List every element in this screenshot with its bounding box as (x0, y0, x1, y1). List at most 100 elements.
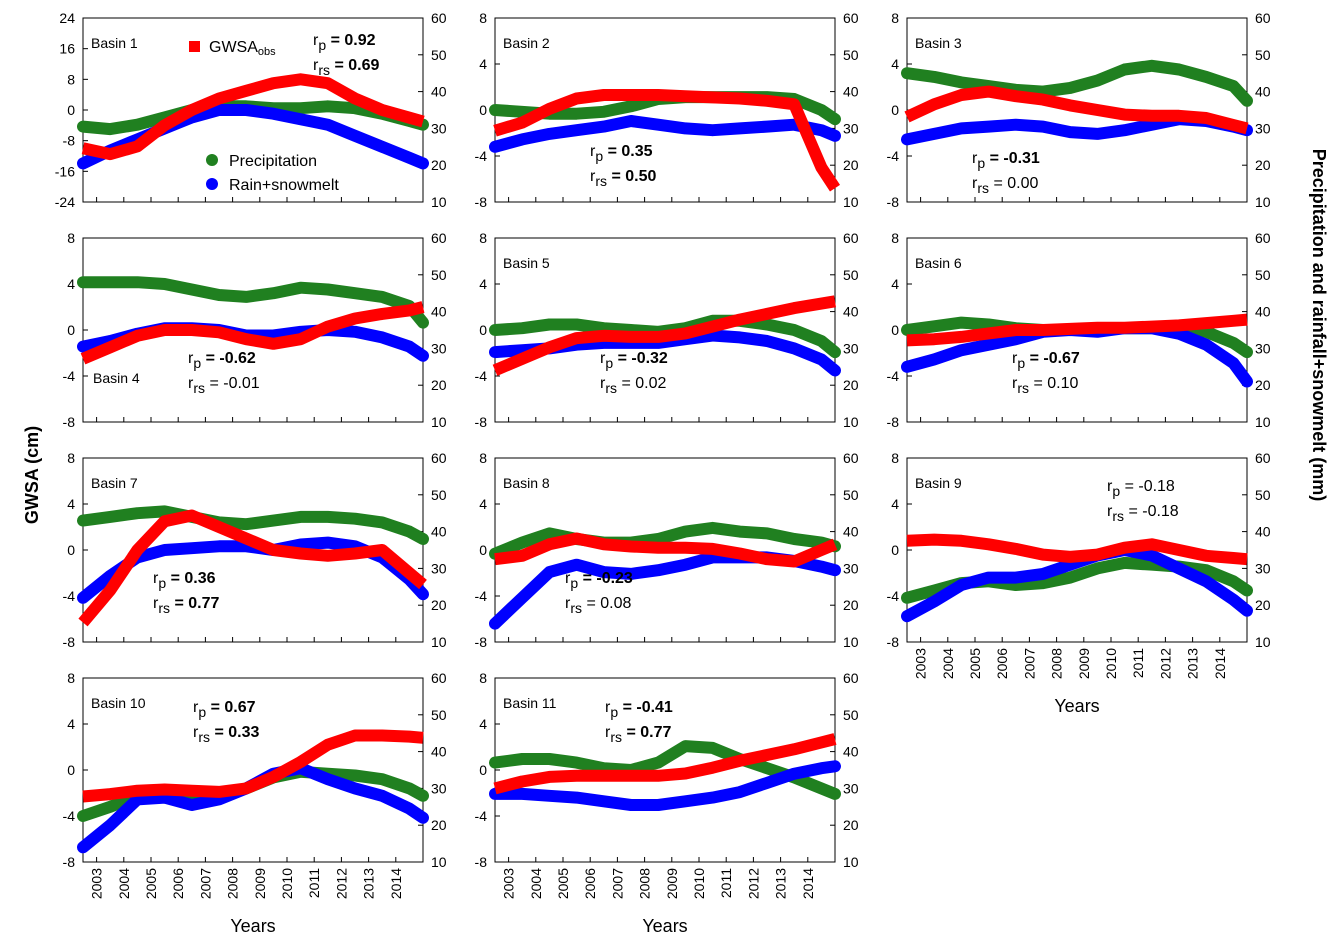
y-left-tick-label: 4 (67, 496, 75, 512)
y-left-tick-label: 0 (891, 102, 899, 118)
y-right-tick-label: 20 (843, 817, 859, 833)
series-line-precip (901, 59, 1253, 107)
y-right-tick-label: 10 (843, 194, 859, 210)
y-right-tick-label: 40 (431, 84, 447, 100)
y-left-tick-label: -8 (887, 194, 900, 210)
x-tick-label: 2013 (361, 868, 377, 899)
y-right-tick-label: 20 (431, 597, 447, 613)
x-tick-label: 2004 (116, 868, 132, 899)
x-tick-label: 2011 (718, 868, 734, 898)
y-left-tick-label: -24 (55, 194, 75, 210)
y-left-tick-label: 4 (479, 276, 487, 292)
basin-name: Basin 5 (503, 255, 550, 271)
basin-name: Basin 10 (91, 695, 146, 711)
y-left-tick-label: -8 (63, 854, 76, 870)
basin-name: Basin 7 (91, 475, 138, 491)
y-right-tick-label: 10 (431, 634, 447, 650)
y-left-tick-label: 4 (67, 276, 75, 292)
y-left-tick-label: 8 (479, 230, 487, 246)
series-line-rain (489, 551, 841, 630)
y-left-tick-label: -8 (63, 133, 76, 149)
y-left-tick-label: 4 (891, 56, 899, 72)
x-tick-label: 2005 (143, 868, 159, 899)
y-right-tick-label: 20 (431, 377, 447, 393)
y-left-tick-label: -8 (887, 634, 900, 650)
x-tick-label: 2012 (745, 868, 761, 899)
x-tick-label: 2006 (994, 648, 1010, 679)
x-tick-label: 2009 (252, 868, 268, 899)
y-right-tick-label: 10 (431, 854, 447, 870)
y-left-tick-label: 4 (479, 716, 487, 732)
y-left-tick-label: 0 (67, 322, 75, 338)
series-line-gwsa (906, 533, 1248, 566)
basin-name: Basin 6 (915, 255, 962, 271)
y-right-tick-label: 40 (843, 304, 859, 320)
y-right-tick-label: 10 (1255, 414, 1271, 430)
x-tick-label: 2011 (306, 868, 322, 898)
y-right-tick-label: 60 (1255, 10, 1271, 26)
legend-marker-precip (206, 154, 218, 166)
legend-marker-rain (206, 178, 218, 190)
y-right-tick-label: 60 (843, 10, 859, 26)
y-left-tick-label: 0 (67, 102, 75, 118)
series-line-gwsa (493, 89, 841, 192)
y-left-tick-label: -4 (887, 588, 900, 604)
y-right-tick-label: 50 (1255, 47, 1271, 63)
y-right-tick-label: 60 (843, 230, 859, 246)
y-left-tick-label: 8 (891, 450, 899, 466)
x-tick-label: 2011 (1130, 648, 1146, 678)
y-left-tick-label: -4 (63, 808, 76, 824)
x-tick-label: 2014 (800, 868, 816, 899)
y-right-tick-label: 20 (431, 157, 447, 173)
y-right-tick-label: 20 (431, 817, 447, 833)
basin-name: Basin 3 (915, 35, 962, 51)
y-right-tick-label: 60 (1255, 450, 1271, 466)
stat-rrs: rrs = 0.08 (565, 595, 631, 616)
y-right-tick-label: 10 (843, 634, 859, 650)
y-left-tick-label: 16 (59, 41, 75, 57)
x-tick-label: 2012 (1157, 648, 1173, 679)
y-left-tick-label: -8 (63, 634, 76, 650)
stat-rp: rp = 0.92 (313, 32, 376, 53)
series-line-precip (77, 505, 429, 545)
stat-rrs: rrs = 0.69 (313, 57, 379, 78)
y-right-tick-label: 30 (843, 340, 859, 356)
y-right-tick-label: 50 (843, 47, 859, 63)
basin-name: Basin 4 (93, 370, 140, 386)
y-right-tick-label: 50 (431, 487, 447, 503)
y-right-tick-label: 10 (431, 414, 447, 430)
basin-name: Basin 2 (503, 35, 550, 51)
y-left-tick-label: -8 (475, 634, 488, 650)
y-right-tick-label: 10 (843, 854, 859, 870)
y-right-tick-label: 20 (843, 157, 859, 173)
y-right-tick-label: 60 (1255, 230, 1271, 246)
y-left-tick-label: -4 (63, 368, 76, 384)
series-line-precip (77, 276, 429, 329)
y-left-tick-label: 4 (479, 56, 487, 72)
basin-name: Basin 1 (91, 35, 138, 51)
y-left-tick-label: -4 (475, 588, 488, 604)
y-left-tick-label: -8 (63, 414, 76, 430)
stat-rrs: rrs = 0.77 (153, 595, 219, 616)
y-right-tick-label: 40 (843, 744, 859, 760)
y-right-tick-label: 10 (843, 414, 859, 430)
y-left-tick-label: -16 (55, 163, 75, 179)
y-left-tick-label: 0 (479, 542, 487, 558)
y-left-tick-label: 8 (891, 10, 899, 26)
x-tick-label: 2009 (664, 868, 680, 899)
x-axis-label: Years (642, 916, 687, 936)
stat-rrs: rrs = 0.33 (193, 724, 259, 745)
y-right-tick-label: 50 (843, 267, 859, 283)
y-right-tick-label: 30 (1255, 120, 1271, 136)
y-left-tick-label: 4 (891, 276, 899, 292)
x-tick-label: 2013 (1185, 648, 1201, 679)
y-left-tick-label: 4 (67, 716, 75, 732)
legend-label-rain: Rain+snowmelt (229, 177, 339, 194)
x-axis-label: Years (230, 916, 275, 936)
y-left-tick-label: 0 (891, 542, 899, 558)
x-tick-label: 2006 (170, 868, 186, 899)
stat-rrs: rrs = 0.77 (605, 724, 671, 745)
